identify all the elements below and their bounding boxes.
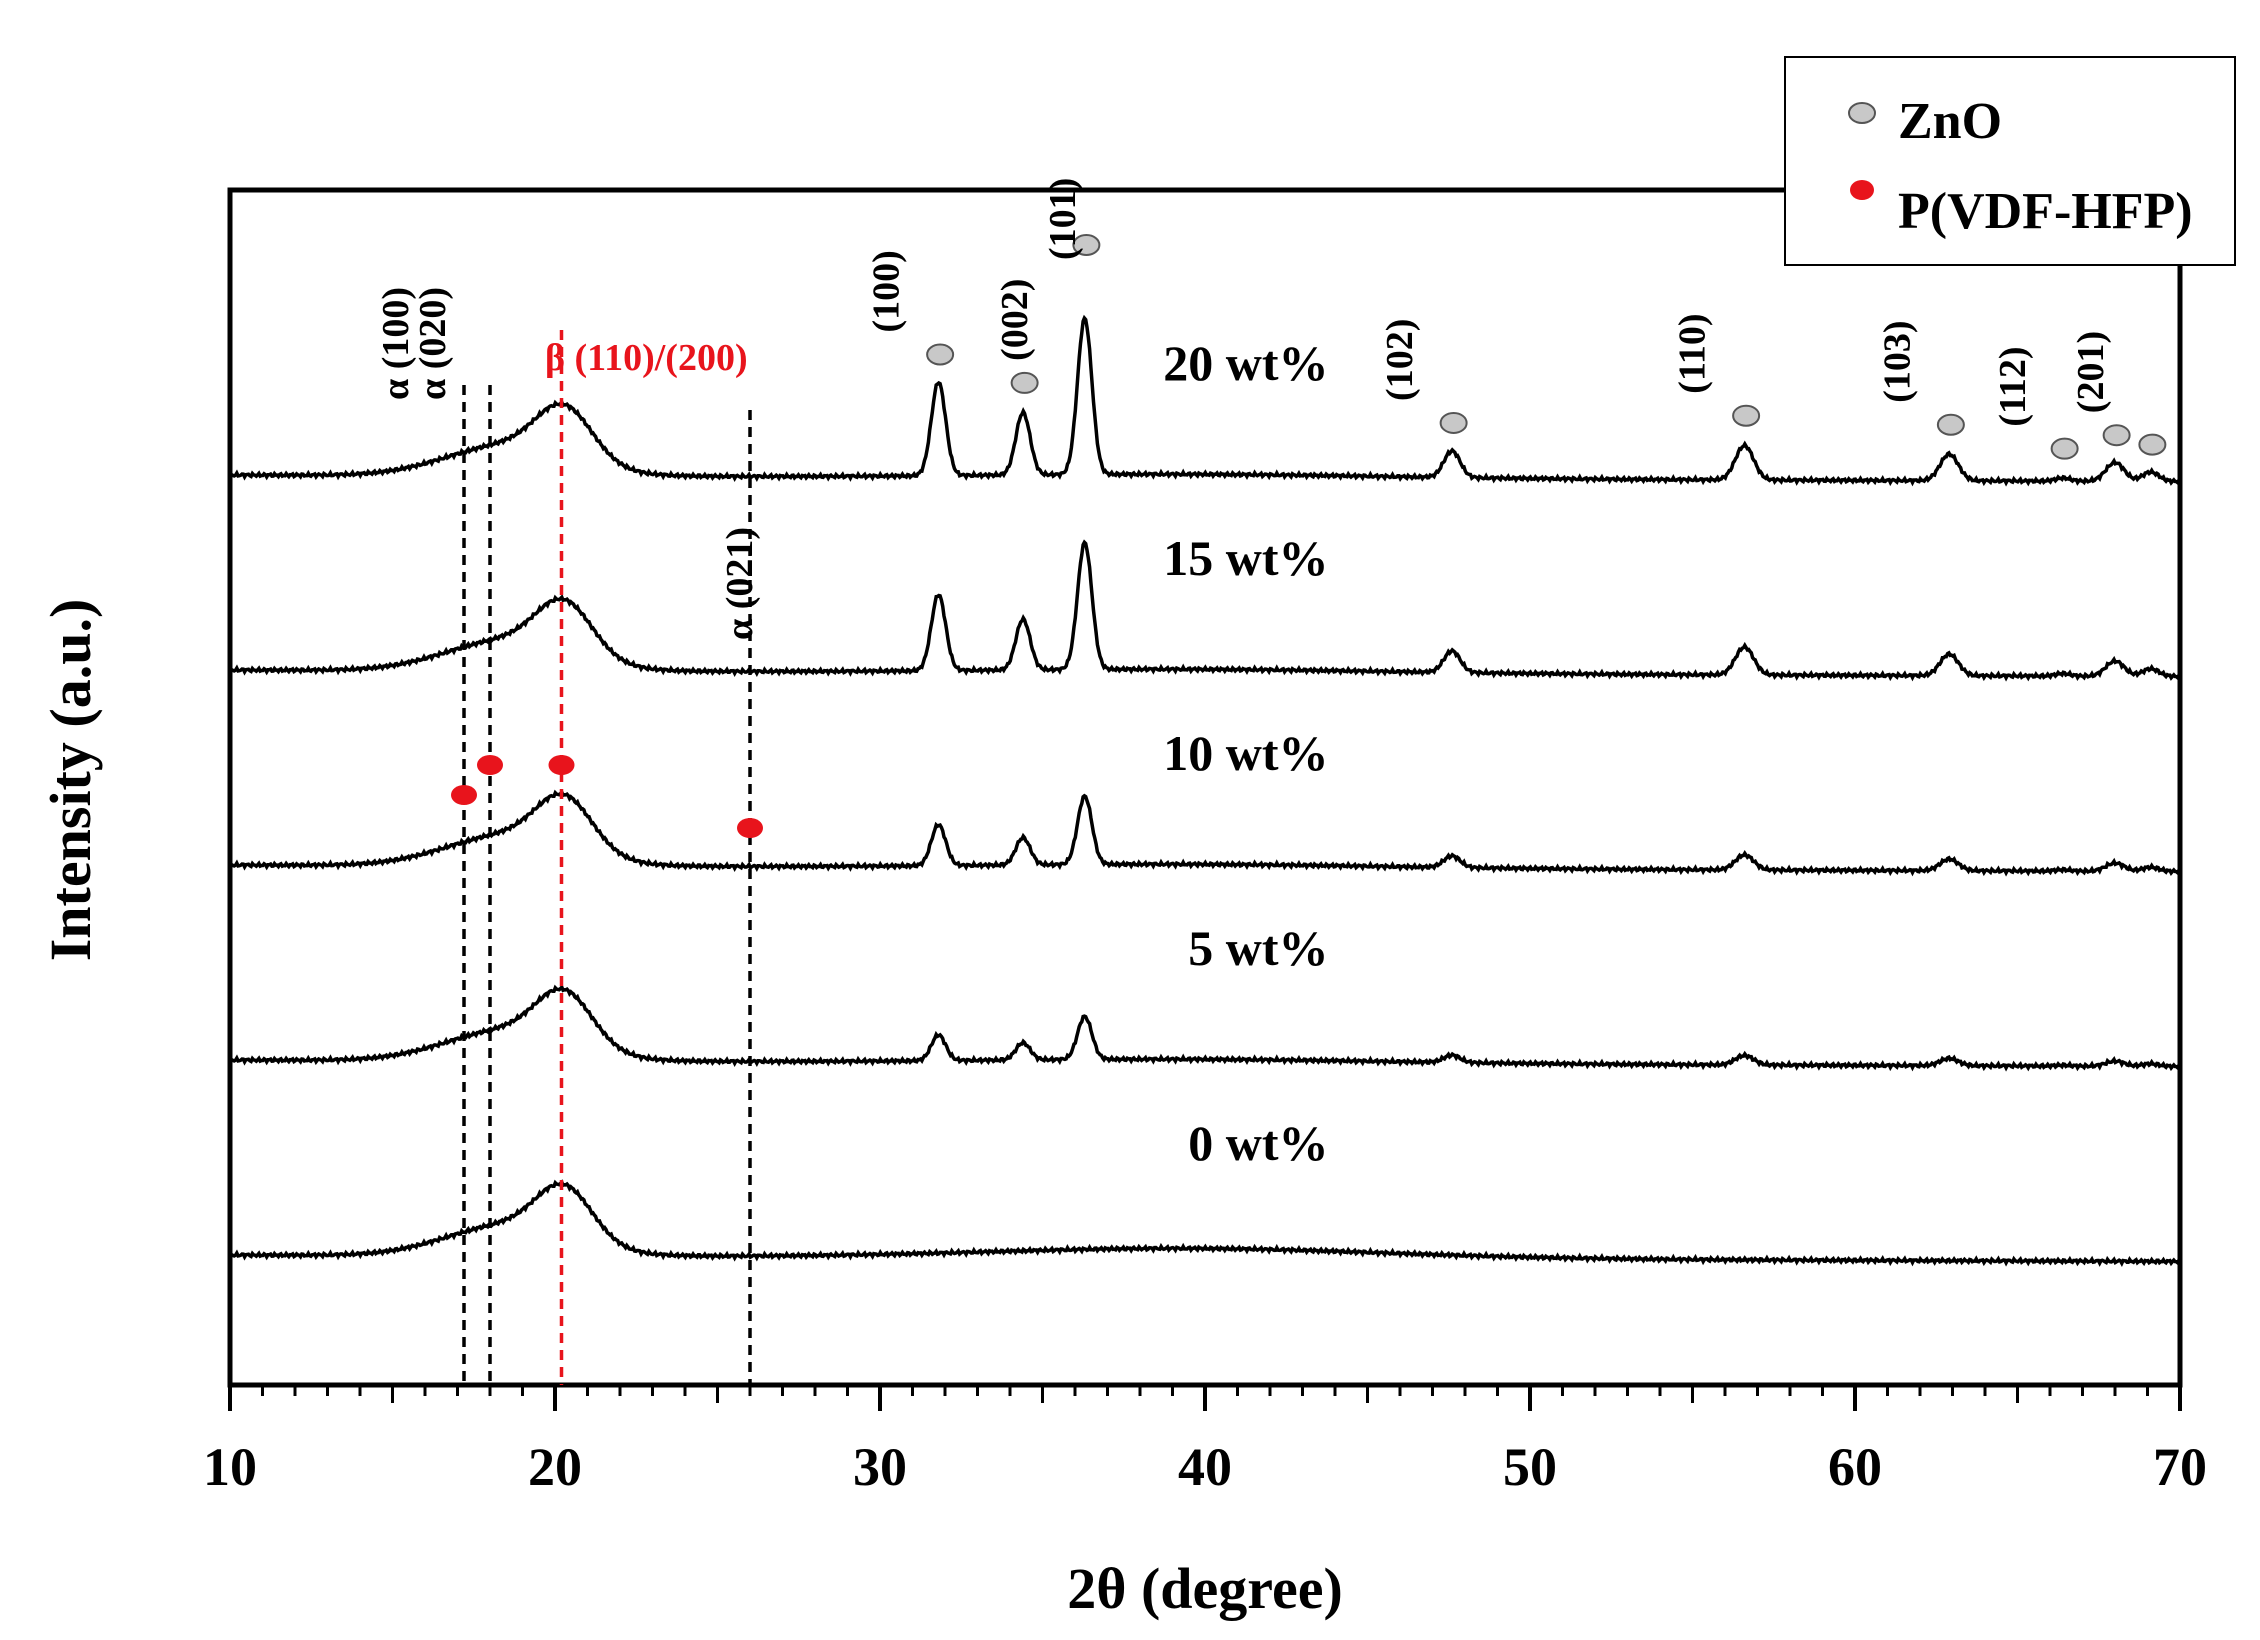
zno-peak-label-002: (002) <box>994 279 1036 361</box>
zno-peak-label-100: (100) <box>866 250 908 332</box>
zno-peak-label-112: (112) <box>1992 346 2034 426</box>
series-label-15-wt: 15 wt% <box>1163 530 1328 586</box>
legend-polymer-label: P(VDF-HFP) <box>1898 183 2193 240</box>
legend-polymer-marker <box>1850 180 1874 200</box>
zno-peak-marker <box>1072 234 1101 256</box>
polymer-peak-marker <box>548 755 575 775</box>
series-layer: 0 wt% 5 wt% 10 wt% 15 wt% 20 wt% <box>230 314 2181 1267</box>
legend-zno-label: ZnO <box>1898 93 2002 150</box>
series-label-20-wt: 20 wt% <box>1163 335 1328 391</box>
zno-peak-label-201: (201) <box>2070 331 2112 413</box>
peak-markers: (100) (002)(101) (102) (110) (103) (112) (201) <box>451 178 2167 838</box>
series-line-20-wt <box>230 314 2181 487</box>
zno-peak-label-101: (101) <box>1042 178 1084 260</box>
x-tick-label-20: 20 <box>528 1437 582 1497</box>
x-tick-label-40: 40 <box>1178 1437 1232 1497</box>
peak-label-020: α (020) <box>412 287 454 400</box>
zno-peak-label-102: (102) <box>1379 319 1421 401</box>
x-tick-label-10: 10 <box>203 1437 257 1497</box>
peak-label-021: α (021) <box>719 527 761 640</box>
zno-peak-marker <box>926 343 955 366</box>
polymer-peak-marker <box>737 818 763 838</box>
legend-zno-marker <box>1848 102 1876 124</box>
series-label-5-wt: 5 wt% <box>1188 920 1328 976</box>
legend: ZnO P(VDF-HFP) <box>1784 56 2236 266</box>
zno-peak-marker <box>1936 413 1965 436</box>
x-tick-label-50: 50 <box>1503 1437 1557 1497</box>
series-line-10-wt <box>230 789 2181 877</box>
y-axis-label: Intensity (a.u.) <box>38 599 103 962</box>
x-axis-label: 2θ (degree) <box>1067 1556 1343 1621</box>
x-tick-label-60: 60 <box>1828 1437 1882 1497</box>
zno-peak-label-103: (103) <box>1876 320 1918 402</box>
series-label-0-wt: 0 wt% <box>1188 1115 1328 1171</box>
reference-lines: α (100)α (020) β (110)/(200) α (021) <box>375 287 761 1385</box>
zno-peak-marker <box>1732 404 1761 427</box>
zno-peak-marker <box>1439 411 1468 434</box>
polymer-peak-marker <box>477 755 503 775</box>
x-tick-label-70: 70 <box>2153 1437 2207 1497</box>
x-axis: 10 20 30 40 50 60 70 <box>203 1385 2207 1497</box>
peak-label-100: α (100) <box>375 287 417 400</box>
zno-peak-marker <box>2050 437 2079 460</box>
series-line-5-wt <box>230 984 2181 1072</box>
zno-peak-marker <box>2138 433 2167 456</box>
zno-peak-marker <box>1010 371 1039 394</box>
peak-label-110-200: β (110)/(200) <box>545 337 748 379</box>
legend-box <box>1784 56 2236 266</box>
polymer-peak-marker <box>451 785 477 805</box>
x-tick-label-30: 30 <box>853 1437 907 1497</box>
zno-peak-marker <box>2102 424 2131 447</box>
zno-peak-label-110: (110) <box>1672 313 1714 393</box>
series-line-15-wt <box>230 539 2181 682</box>
series-label-10-wt: 10 wt% <box>1163 725 1328 781</box>
series-line-0-wt <box>230 1179 2181 1267</box>
